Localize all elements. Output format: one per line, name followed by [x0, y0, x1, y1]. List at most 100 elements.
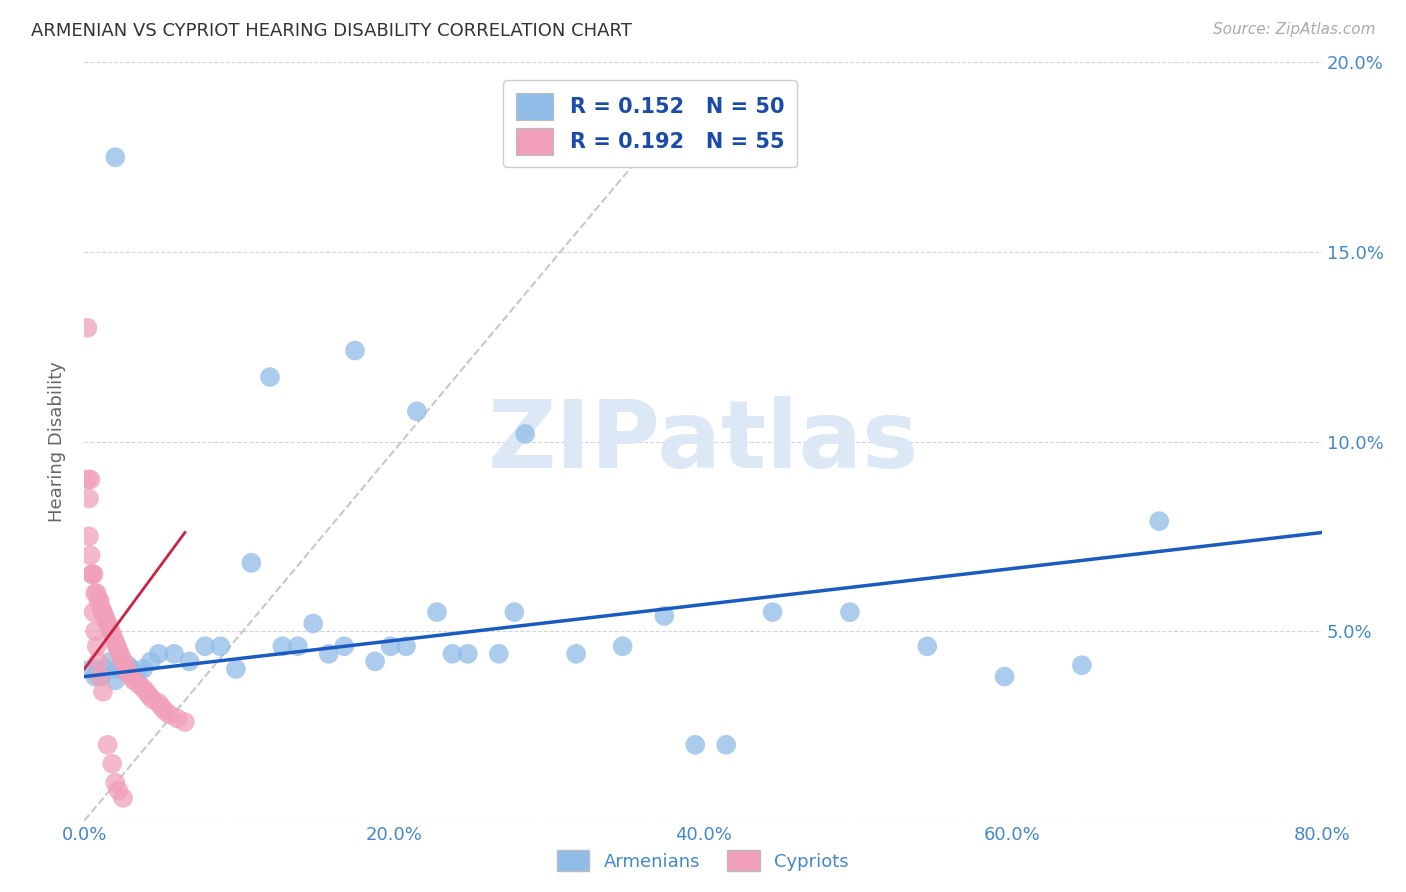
Point	[115, 662, 138, 676]
Point	[174, 715, 197, 730]
Point	[105, 639, 128, 653]
Point	[612, 639, 634, 653]
Point	[166, 711, 188, 725]
Text: Source: ZipAtlas.com: Source: ZipAtlas.com	[1212, 22, 1375, 37]
Point	[120, 662, 142, 676]
Point	[225, 662, 247, 676]
Point	[84, 624, 107, 639]
Point	[441, 647, 464, 661]
Point	[141, 692, 163, 706]
Point	[685, 738, 707, 752]
Point	[107, 662, 129, 676]
Point	[259, 370, 281, 384]
Point	[87, 662, 110, 676]
Point	[148, 647, 170, 661]
Point	[120, 669, 142, 684]
Point	[122, 673, 145, 688]
Point	[77, 491, 100, 506]
Point	[100, 655, 122, 669]
Point	[76, 320, 98, 334]
Point	[117, 658, 139, 673]
Point	[82, 567, 104, 582]
Point	[380, 639, 402, 653]
Point	[79, 548, 101, 563]
Point	[101, 756, 124, 771]
Point	[96, 616, 118, 631]
Point	[82, 567, 104, 582]
Point	[302, 616, 325, 631]
Point	[108, 647, 131, 661]
Point	[89, 594, 111, 608]
Point	[209, 639, 232, 653]
Point	[101, 628, 124, 642]
Point	[79, 662, 101, 676]
Point	[132, 662, 155, 676]
Point	[148, 696, 170, 710]
Point	[515, 427, 537, 442]
Point	[426, 605, 449, 619]
Point	[77, 529, 100, 543]
Point	[364, 655, 387, 669]
Point	[98, 620, 121, 634]
Point	[138, 689, 160, 703]
Point	[93, 609, 115, 624]
Point	[90, 601, 112, 615]
Point	[100, 624, 122, 639]
Point	[127, 677, 149, 691]
Point	[89, 669, 111, 684]
Legend: R = 0.152   N = 50, R = 0.192   N = 55: R = 0.152 N = 50, R = 0.192 N = 55	[503, 80, 797, 168]
Point	[153, 704, 176, 718]
Point	[91, 685, 114, 699]
Point	[110, 650, 132, 665]
Point	[132, 681, 155, 695]
Point	[84, 669, 107, 684]
Point	[287, 639, 309, 653]
Point	[112, 655, 135, 669]
Point	[457, 647, 479, 661]
Point	[179, 655, 201, 669]
Point	[104, 776, 127, 790]
Point	[714, 738, 737, 752]
Point	[90, 669, 112, 684]
Point	[150, 699, 173, 714]
Y-axis label: Hearing Disability: Hearing Disability	[48, 361, 66, 522]
Point	[104, 635, 127, 649]
Legend: Armenians, Cypriots: Armenians, Cypriots	[550, 843, 856, 879]
Text: ZIPatlas: ZIPatlas	[488, 395, 918, 488]
Point	[87, 655, 110, 669]
Point	[343, 343, 366, 358]
Point	[107, 643, 129, 657]
Point	[104, 150, 127, 164]
Point	[86, 586, 108, 600]
Point	[139, 655, 162, 669]
Point	[163, 647, 186, 661]
Point	[79, 473, 101, 487]
Point	[333, 639, 356, 653]
Point	[838, 605, 860, 619]
Point	[652, 609, 675, 624]
Point	[135, 685, 157, 699]
Point	[395, 639, 418, 653]
Point	[565, 647, 588, 661]
Point	[94, 662, 117, 676]
Point	[405, 404, 427, 418]
Point	[94, 613, 117, 627]
Point	[917, 639, 939, 653]
Point	[159, 707, 180, 722]
Point	[488, 647, 510, 661]
Point	[86, 639, 108, 653]
Point	[103, 632, 125, 646]
Point	[271, 639, 294, 653]
Point	[762, 605, 785, 619]
Point	[503, 605, 526, 619]
Point	[84, 586, 107, 600]
Text: ARMENIAN VS CYPRIOT HEARING DISABILITY CORRELATION CHART: ARMENIAN VS CYPRIOT HEARING DISABILITY C…	[31, 22, 631, 40]
Point	[91, 605, 114, 619]
Point	[112, 662, 135, 676]
Point	[125, 665, 148, 680]
Point	[83, 567, 105, 582]
Point	[240, 556, 263, 570]
Point	[87, 594, 110, 608]
Point	[114, 658, 136, 673]
Point	[104, 673, 127, 688]
